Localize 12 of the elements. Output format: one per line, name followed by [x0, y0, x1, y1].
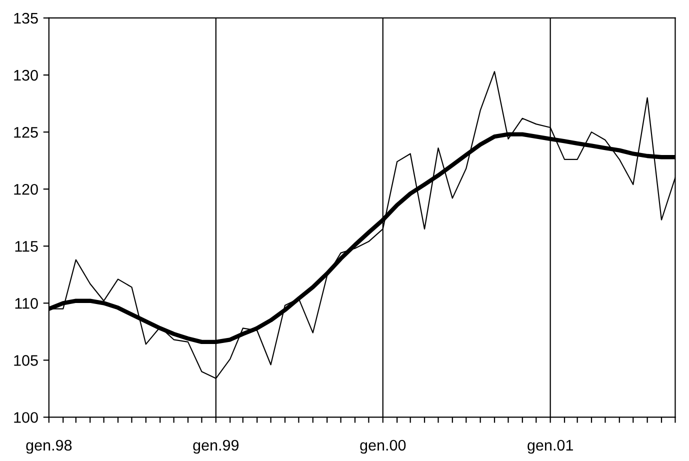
y-tick-label: 110 — [15, 298, 38, 309]
y-tick-label: 105 — [14, 355, 38, 366]
y-tick-label: 115 — [15, 241, 38, 252]
x-tick-label: gen.99 — [193, 440, 239, 454]
y-tick-label: 125 — [14, 126, 38, 138]
x-tick-label: gen.98 — [26, 440, 72, 454]
x-tick-label: gen.01 — [528, 440, 573, 454]
x-tick-label: gen.00 — [360, 440, 406, 454]
y-tick-label: 130 — [14, 70, 38, 81]
y-tick-label: 100 — [14, 412, 38, 423]
y-tick-label: 135 — [14, 12, 38, 24]
y-tick-label: 120 — [14, 184, 38, 195]
